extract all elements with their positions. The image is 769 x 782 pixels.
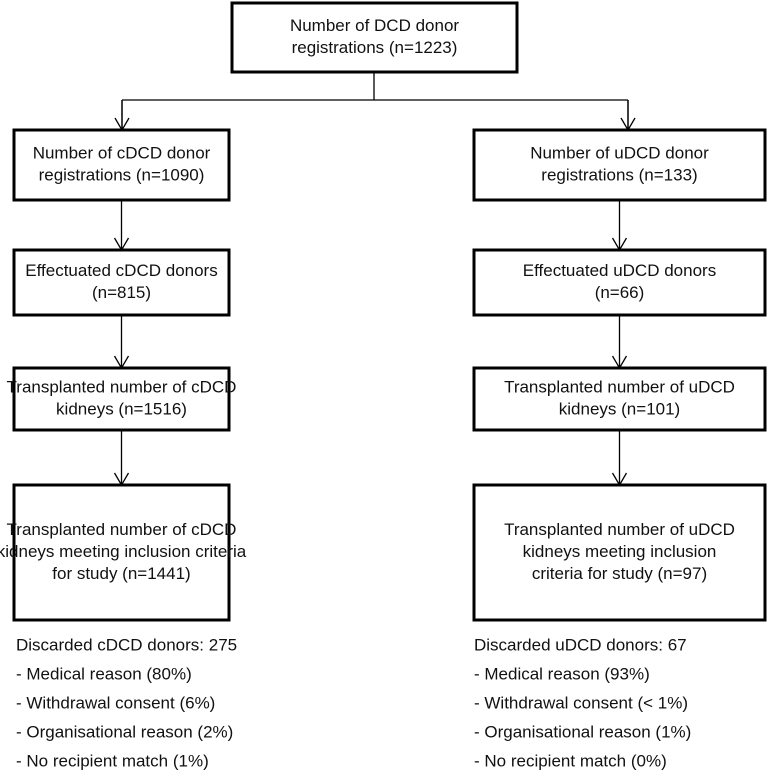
- box-text: (n=66): [595, 283, 645, 302]
- box-text: kidneys (n=101): [559, 399, 680, 418]
- connector: [121, 72, 629, 130]
- discard-title: Discarded cDCD donors: 275: [16, 635, 237, 654]
- discard-item: - Organisational reason (2%): [16, 722, 233, 741]
- discard-item: - Withdrawal consent (6%): [16, 693, 215, 712]
- box-text: Effectuated cDCD donors: [25, 261, 217, 280]
- box-text: Transplanted number of uDCD: [504, 520, 735, 539]
- box-text: Transplanted number of cDCD: [7, 520, 237, 539]
- arrow: [611, 430, 628, 487]
- box: [230, 1, 519, 74]
- box-text: Transplanted number of uDCD: [504, 377, 735, 396]
- box-text: Effectuated uDCD donors: [523, 261, 716, 280]
- arrow: [611, 200, 628, 252]
- box-text: (n=815): [92, 283, 151, 302]
- box: [12, 483, 231, 622]
- box-text: registrations (n=1090): [39, 165, 205, 184]
- box-text: Number of cDCD donor: [33, 143, 211, 162]
- box-text: kidneys (n=1516): [56, 399, 187, 418]
- discard-item: - Medical reason (80%): [16, 664, 192, 683]
- arrow: [113, 315, 130, 370]
- discard-item: - Organisational reason (1%): [474, 722, 691, 741]
- box: [12, 128, 231, 202]
- discard-item: - No recipient match (0%): [474, 751, 667, 770]
- box-text: Number of DCD donor: [290, 16, 459, 35]
- discard-item: - Withdrawal consent (< 1%): [474, 693, 688, 712]
- discard-title: Discarded uDCD donors: 67: [474, 635, 687, 654]
- arrow: [611, 315, 628, 370]
- box: [472, 128, 767, 202]
- box: [472, 483, 767, 622]
- arrow: [113, 430, 130, 487]
- arrow: [114, 100, 130, 132]
- arrow: [620, 100, 636, 132]
- box-text: for study (n=1441): [52, 564, 190, 583]
- box-text: registrations (n=1223): [292, 38, 458, 57]
- box-text: Transplanted number of cDCD: [7, 377, 237, 396]
- discard-item: - No recipient match (1%): [16, 751, 209, 770]
- box-text: kidneys meeting inclusion criteria: [0, 542, 247, 561]
- box: [12, 366, 231, 432]
- arrow: [113, 200, 130, 252]
- discard-item: - Medical reason (93%): [474, 664, 650, 683]
- box-text: Number of uDCD donor: [530, 143, 709, 162]
- box-text: kidneys meeting inclusion: [523, 542, 717, 561]
- box-text: registrations (n=133): [541, 165, 697, 184]
- box-text: criteria for study (n=97): [532, 564, 707, 583]
- box: [472, 366, 767, 432]
